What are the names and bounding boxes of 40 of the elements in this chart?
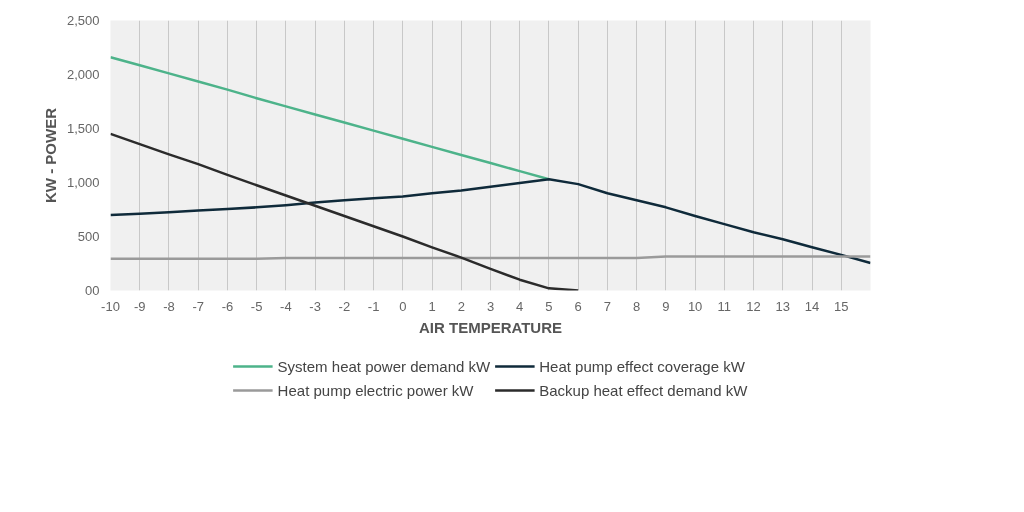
y-tick-label: 2,000: [66, 67, 100, 82]
y-tick-label: 1,000: [66, 175, 100, 190]
x-tick-label: 6: [574, 298, 582, 314]
x-tick-label: -5: [250, 298, 263, 314]
x-axis-title: AIR TEMPERATURE: [418, 318, 563, 336]
legend-label: Backup heat effect demand kW: [539, 381, 748, 399]
x-tick-label: -3: [309, 298, 321, 314]
x-tick-label: 11: [717, 298, 732, 314]
y-tick-label: 500: [77, 229, 100, 244]
y-tick-label: 2,500: [66, 13, 100, 28]
x-tick-label: -10: [101, 298, 120, 314]
x-tick-label: 13: [775, 298, 791, 314]
x-tick-label: 10: [687, 298, 703, 314]
x-tick-label: 5: [545, 298, 553, 314]
x-tick-label: 2: [457, 298, 465, 314]
x-tick-label: 4: [516, 298, 524, 314]
y-tick-label: 00: [85, 283, 100, 298]
legend-label: Heat pump effect coverage kW: [539, 357, 745, 375]
x-tick-label: 7: [603, 298, 612, 314]
legend-label: Heat pump electric power kW: [277, 381, 474, 399]
x-tick-label: -7: [192, 298, 204, 314]
line-series: [110, 132, 580, 291]
y-axis-title: KW - POWER: [41, 107, 59, 203]
x-tick-label: 15: [834, 298, 849, 314]
x-tick-label: -8: [163, 298, 175, 314]
x-tick-label: -9: [133, 298, 146, 314]
x-tick-label: -4: [280, 298, 292, 314]
x-tick-label: 8: [633, 298, 641, 314]
x-tick-label: -6: [221, 298, 234, 314]
x-tick-label: 0: [399, 298, 407, 314]
x-tick-label: 1: [428, 298, 436, 314]
x-tick-label: 3: [486, 298, 495, 314]
line-series: [110, 178, 871, 265]
x-tick-label: 14: [804, 298, 820, 314]
x-tick-label: 12: [746, 298, 761, 314]
x-tick-label: -1: [367, 298, 380, 314]
x-tick-label: 9: [662, 298, 670, 314]
x-tick-label: -2: [338, 298, 351, 314]
y-tick-label: 1,500: [66, 121, 100, 136]
legend-label: System heat power demand kW: [277, 357, 491, 375]
